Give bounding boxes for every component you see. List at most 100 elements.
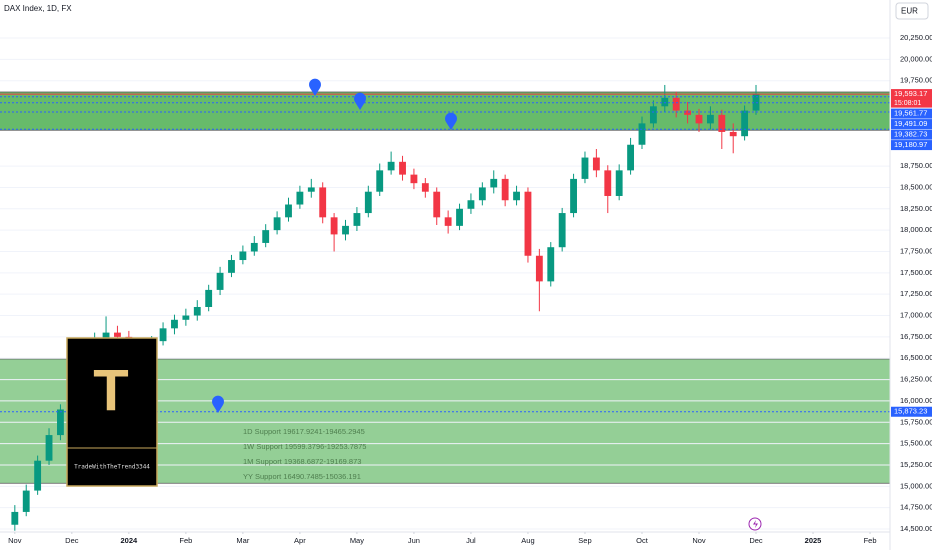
candle-body: [342, 225, 349, 235]
price-level-tag: [891, 108, 932, 119]
price-level-label: 19,593.17: [894, 89, 927, 98]
price-level-tag: [891, 119, 932, 130]
logo-text: TradeWithTheTrend3344: [74, 464, 150, 471]
candle-body: [376, 170, 384, 192]
x-tick-label: Oct: [636, 536, 649, 545]
pin[interactable]: [212, 395, 225, 413]
currency[interactable]: EUR: [901, 7, 918, 16]
logo-letter: T: [93, 358, 128, 423]
x-tick-label: May: [350, 536, 364, 545]
candle-body: [706, 114, 714, 124]
support-note: 1M Support 19368.6872-19169.873: [243, 457, 361, 466]
x-tick-label: 2025: [805, 536, 822, 545]
y-tick-label: 18,750.00: [900, 161, 932, 170]
candle-body: [741, 110, 749, 137]
y-tick-label: 14,500.00: [900, 524, 932, 533]
candle-body: [57, 409, 64, 436]
levels: [0, 93, 890, 413]
x-tick-label: Mar: [236, 536, 249, 545]
event-icon-bolt: [753, 520, 758, 528]
price-level-tag: [891, 89, 932, 100]
candle-body: [604, 170, 612, 196]
candle-body: [307, 187, 315, 192]
candle-body: [558, 213, 566, 248]
y-tick-label: 15,250.00: [900, 460, 932, 469]
y-tick-label: 15,000.00: [900, 481, 932, 490]
y-tick-label: 18,250.00: [900, 204, 932, 213]
candle-body: [159, 328, 167, 342]
candle-body: [615, 170, 623, 196]
candle-body: [353, 213, 361, 226]
candle-body: [205, 289, 213, 307]
pin[interactable]: [354, 92, 366, 110]
x-tick-label: Feb: [179, 536, 192, 545]
price-level-tag: [891, 129, 932, 140]
x-tick-label: Jun: [408, 536, 420, 545]
candle-body: [627, 144, 635, 171]
candle-body: [171, 319, 178, 329]
candle-body: [216, 272, 224, 290]
candle-body: [228, 260, 235, 273]
candle-body: [102, 332, 110, 342]
x-tick-label: Dec: [749, 536, 763, 545]
price-level-tag: [891, 406, 932, 417]
candle-body: [114, 332, 121, 337]
candle-body: [182, 315, 190, 320]
y-tick-label: 18,500.00: [900, 182, 932, 191]
y-tick-label: 15,750.00: [900, 417, 932, 426]
candle-body: [296, 191, 304, 205]
candle-body: [592, 157, 600, 171]
x-tick-label: Sep: [578, 536, 591, 545]
candle-body: [649, 106, 657, 124]
x-tick-label: Apr: [294, 536, 306, 545]
x-tick-label: Jul: [466, 536, 476, 545]
price-level-label: 19,491.09: [894, 119, 927, 128]
candle-body: [330, 217, 338, 235]
pin[interactable]: [308, 78, 322, 96]
candle-body: [718, 114, 726, 132]
candle-body: [524, 191, 532, 256]
candle-body: [34, 460, 42, 491]
candle-body: [421, 183, 429, 192]
candle-body: [399, 161, 406, 175]
y-tick-label: 18,000.00: [900, 225, 932, 234]
countdown: 15:08:01: [894, 100, 921, 107]
y-tick-label: 20,000.00: [900, 54, 932, 63]
y-tick-label: 17,000.00: [900, 311, 932, 320]
y-tick-label: 19,750.00: [900, 76, 932, 85]
candle-body: [547, 247, 555, 282]
candle-body: [319, 187, 327, 218]
candle-body: [638, 123, 646, 145]
support-note: 1D Support 19617.9241-19465.2945: [243, 427, 365, 436]
candle-body: [478, 187, 486, 201]
pins: [212, 78, 457, 413]
y-tick-label: 16,000.00: [900, 396, 932, 405]
y-tick-label: 15,500.00: [900, 439, 932, 448]
candle-body: [661, 97, 669, 107]
candle-body: [22, 490, 30, 512]
candle-body: [45, 435, 53, 461]
candle-body: [11, 511, 19, 525]
candles: [11, 84, 760, 531]
price-level-label: 15,873.23: [894, 407, 927, 416]
y-tick-label: 17,250.00: [900, 289, 932, 298]
candle-body: [535, 255, 543, 282]
candle-body: [570, 178, 577, 214]
pin[interactable]: [445, 112, 457, 130]
candle-body: [501, 178, 509, 201]
y-tick-label: 16,500.00: [900, 353, 932, 362]
x-tick-label: Aug: [521, 536, 534, 545]
candle-body: [456, 208, 463, 226]
candle-body: [387, 161, 395, 171]
x-tick-label: Dec: [65, 536, 79, 545]
currency-box[interactable]: [895, 2, 929, 20]
candle-body: [467, 200, 475, 209]
y-tick-label: 16,750.00: [900, 332, 932, 341]
support-note: YY Support 16490.7485-15036.191: [243, 472, 361, 481]
logo-box: [66, 337, 158, 487]
candle-body: [285, 204, 292, 218]
y-tick-label: 17,750.00: [900, 246, 932, 255]
candle-body: [433, 191, 441, 218]
candle-body: [672, 97, 680, 111]
candle-body: [490, 178, 498, 188]
